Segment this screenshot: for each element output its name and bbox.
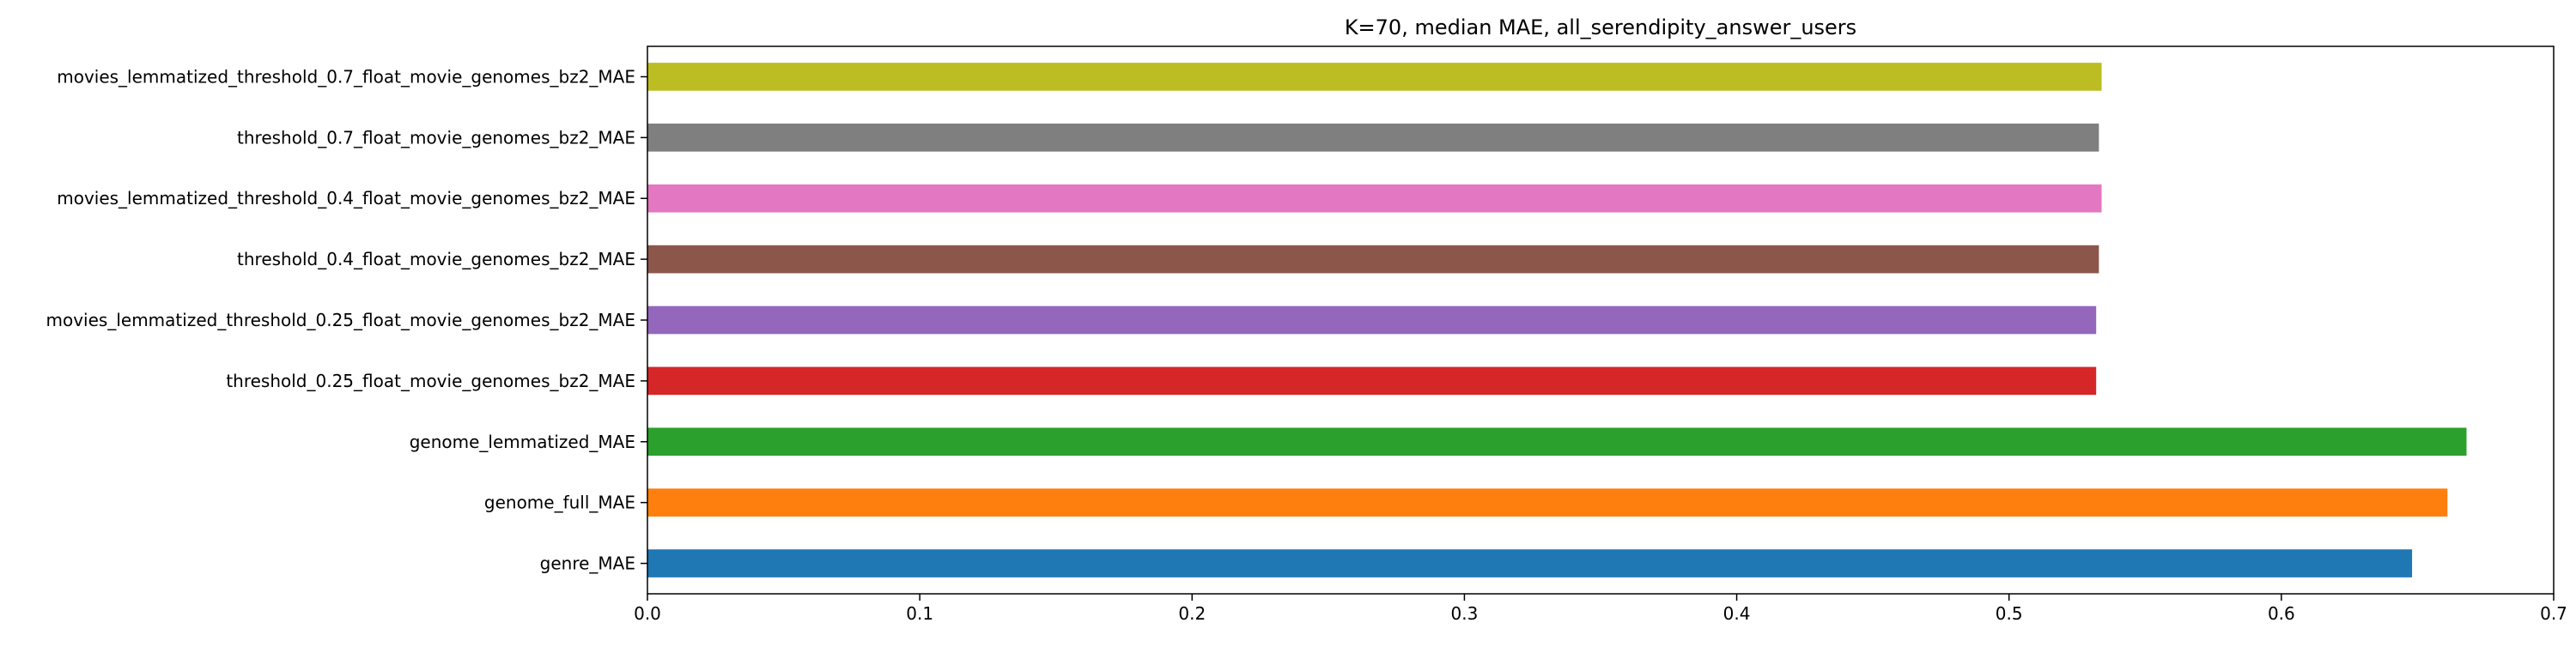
x-tick-label: 0.1	[906, 603, 933, 624]
bar-8	[647, 124, 2099, 152]
y-tick-label: genome_lemmatized_MAE	[410, 432, 635, 452]
bar-9	[647, 63, 2102, 91]
chart-title: K=70, median MAE, all_serendipity_answer…	[1345, 15, 1856, 39]
x-tick-label: 0.0	[634, 603, 661, 624]
x-tick-label: 0.5	[1996, 603, 2023, 624]
bar-7	[647, 184, 2102, 213]
y-tick-label: threshold_0.7_float_movie_genomes_bz2_MA…	[237, 127, 635, 148]
y-tick-label: movies_lemmatized_threshold_0.4_float_mo…	[57, 188, 635, 209]
y-tick-label: threshold_0.4_float_movie_genomes_bz2_MA…	[237, 249, 635, 269]
x-tick-label: 0.6	[2268, 603, 2295, 624]
x-tick-label: 0.2	[1178, 603, 1206, 624]
bar-3	[647, 427, 2467, 457]
y-tick-label: threshold_0.25_float_movie_genomes_bz2_M…	[226, 371, 635, 391]
y-tick-label: genre_MAE	[540, 553, 635, 574]
y-tick-label: movies_lemmatized_threshold_0.25_float_m…	[46, 310, 636, 330]
x-tick-label: 0.4	[1723, 603, 1751, 624]
bar-1	[647, 549, 2413, 577]
bar-2	[647, 488, 2448, 517]
y-tick-label: genome_full_MAE	[484, 493, 635, 513]
bar-5	[647, 305, 2097, 335]
x-tick-label: 0.3	[1451, 603, 1479, 624]
bar-6	[647, 245, 2099, 274]
bars-layer	[647, 63, 2467, 577]
y-axis: genre_MAE genome_full_MAE genome_lemmatize…	[46, 66, 647, 574]
x-tick-label: 0.7	[2540, 603, 2567, 624]
x-axis: 0.0 0.1 0.2 0.3 0.4 0.5 0.6 0.7	[634, 594, 2567, 624]
y-tick-label: movies_lemmatized_threshold_0.7_float_mo…	[57, 66, 635, 87]
plot-frame	[647, 45, 2555, 595]
bar-4	[647, 366, 2097, 396]
